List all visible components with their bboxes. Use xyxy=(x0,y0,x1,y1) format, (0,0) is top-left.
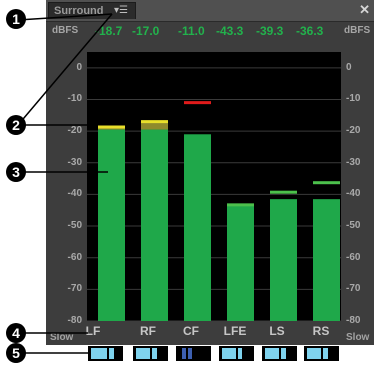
scale-tick-left: -50 xyxy=(67,220,82,232)
level-bar-lf xyxy=(98,129,125,321)
channel-label-lf: LF xyxy=(85,324,101,338)
panel-titlebar: Surround ▾☰ ✕ xyxy=(46,0,374,22)
mini-meter-fill xyxy=(91,348,107,359)
callout-3: 3 xyxy=(6,162,26,182)
mini-meter-fill xyxy=(109,348,114,359)
mini-meter-fill xyxy=(188,348,192,359)
peak-hold-lfe xyxy=(227,203,254,207)
callout-1: 1 xyxy=(6,9,26,29)
peak-hold-rs xyxy=(313,181,340,185)
panel-menu-icon[interactable]: ▾☰ xyxy=(114,5,128,16)
scale-tick-right: -10 xyxy=(346,93,361,105)
meter-plot-area xyxy=(87,52,341,321)
scale-tick-left: -20 xyxy=(67,125,82,137)
scale-tick-right: 0 xyxy=(346,61,352,73)
mini-meter-lfe xyxy=(219,346,254,361)
mini-meter-rs xyxy=(304,346,339,361)
scale-tick-left: 0 xyxy=(76,61,82,73)
peak-value-rs: -36.3 xyxy=(296,24,324,38)
scale-tick-left: -40 xyxy=(67,188,82,200)
tab-label: Surround xyxy=(54,5,104,17)
scale-tick-left: -70 xyxy=(67,283,82,295)
peak-value-lf: -18.7 xyxy=(95,24,123,38)
channel-label-rs: RS xyxy=(312,324,330,338)
level-bar-rf xyxy=(141,129,168,321)
mini-meter-fill xyxy=(281,348,286,359)
channel-label-ls: LS xyxy=(269,324,285,338)
scale-tick-left: -10 xyxy=(67,93,82,105)
unit-label-right: dBFS xyxy=(344,25,371,36)
over-band-rf xyxy=(141,121,168,130)
callout-2: 2 xyxy=(6,115,26,135)
callout-5: 5 xyxy=(6,343,26,363)
scale-tick-left: -80 xyxy=(67,315,82,326)
unit-label-left: dBFS xyxy=(52,25,79,36)
mini-meter-fill xyxy=(182,348,186,359)
peak-value-cf: -11.0 xyxy=(178,24,205,38)
peak-hold-cf xyxy=(184,101,211,105)
channel-label-lfe: LFE xyxy=(223,324,247,338)
leader-line-2a xyxy=(17,13,113,126)
peak-hold-ls xyxy=(270,190,297,194)
scale-tick-right: -50 xyxy=(346,220,361,232)
close-icon[interactable]: ✕ xyxy=(359,2,370,17)
scale-tick-right: -30 xyxy=(346,156,361,168)
peak-hold-rf xyxy=(141,120,168,124)
surround-meter-panel: Surround ▾☰ ✕ dBFS dBFS -18.7 -17.0 -11.… xyxy=(46,0,374,345)
mini-meter-fill xyxy=(222,348,236,359)
level-bar-ls xyxy=(270,199,297,321)
speed-label-right[interactable]: Slow xyxy=(346,332,370,343)
level-bar-cf xyxy=(184,134,211,321)
mini-meter-fill xyxy=(265,348,279,359)
level-bar-lfe xyxy=(227,205,254,321)
meter-chart xyxy=(87,67,341,321)
mini-meter-fill xyxy=(323,348,328,359)
peak-value-lfe: -43.3 xyxy=(216,24,244,38)
scale-tick-right: -20 xyxy=(346,125,361,137)
scale-tick-right: -70 xyxy=(346,283,361,295)
level-bar-rs xyxy=(313,199,340,321)
scale-tick-right: -40 xyxy=(346,188,361,200)
scale-tick-right: -80 xyxy=(346,315,361,326)
mini-meter-cf xyxy=(176,346,211,361)
mini-meter-rf xyxy=(133,346,168,361)
mini-meter-fill xyxy=(152,348,157,359)
mini-meter-fill xyxy=(136,348,150,359)
mini-meter-fill xyxy=(307,348,321,359)
channel-label-rf: RF xyxy=(140,324,156,338)
channel-label-cf: CF xyxy=(183,324,199,338)
mini-meter-fill xyxy=(238,348,242,359)
leader-line-1 xyxy=(17,13,113,21)
scale-tick-left: -30 xyxy=(67,156,82,168)
speed-label-left[interactable]: Slow xyxy=(50,332,74,343)
mini-meter-ls xyxy=(262,346,297,361)
peak-value-rf: -17.0 xyxy=(132,24,160,38)
tab-surround[interactable]: Surround ▾☰ xyxy=(48,2,136,19)
callout-4: 4 xyxy=(6,323,26,343)
peak-value-ls: -39.3 xyxy=(256,24,284,38)
scale-tick-left: -60 xyxy=(67,251,82,263)
scale-tick-right: -60 xyxy=(346,251,361,263)
mini-meter-lf xyxy=(88,346,123,361)
peak-hold-lf xyxy=(98,125,125,129)
